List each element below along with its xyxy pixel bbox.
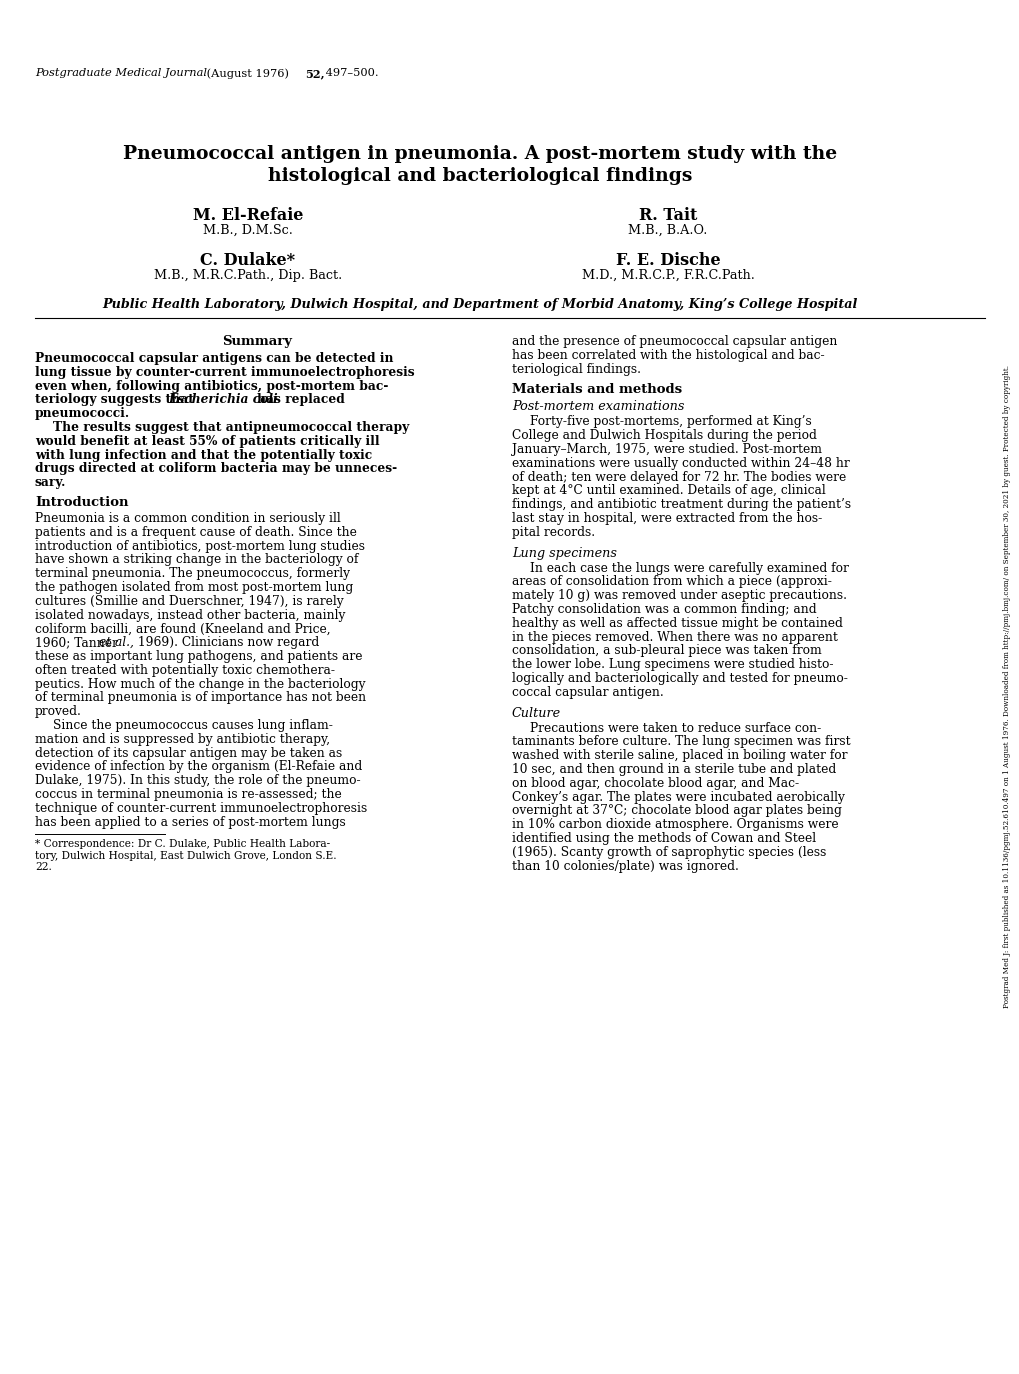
Text: the pathogen isolated from most post-mortem lung: the pathogen isolated from most post-mor… [35, 581, 353, 594]
Text: healthy as well as affected tissue might be contained: healthy as well as affected tissue might… [512, 617, 842, 629]
Text: washed with sterile saline, placed in boiling water for: washed with sterile saline, placed in bo… [512, 749, 847, 763]
Text: with lung infection and that the potentially toxic: with lung infection and that the potenti… [35, 448, 372, 462]
Text: coliform bacilli, are found (Kneeland and Price,: coliform bacilli, are found (Kneeland an… [35, 622, 330, 635]
Text: Pneumococcal antigen in pneumonia. A post-mortem study with the: Pneumococcal antigen in pneumonia. A pos… [123, 146, 837, 164]
Text: of death; ten were delayed for 72 hr. The bodies were: of death; ten were delayed for 72 hr. Th… [512, 471, 846, 484]
Text: C. Dulake*: C. Dulake* [201, 251, 296, 269]
Text: proved.: proved. [35, 705, 82, 719]
Text: coccal capsular antigen.: coccal capsular antigen. [512, 686, 663, 699]
Text: 1969). Clinicians now regard: 1969). Clinicians now regard [133, 636, 319, 649]
Text: detection of its capsular antigen may be taken as: detection of its capsular antigen may be… [35, 746, 342, 760]
Text: M.B., B.A.O.: M.B., B.A.O. [628, 224, 707, 236]
Text: January–March, 1975, were studied. Post-mortem: January–March, 1975, were studied. Post-… [512, 442, 821, 456]
Text: F. E. Dische: F. E. Dische [615, 251, 719, 269]
Text: College and Dulwich Hospitals during the period: College and Dulwich Hospitals during the… [512, 429, 816, 442]
Text: Postgraduate Medical Journal: Postgraduate Medical Journal [35, 67, 207, 78]
Text: teriological findings.: teriological findings. [512, 363, 640, 375]
Text: these as important lung pathogens, and patients are: these as important lung pathogens, and p… [35, 650, 362, 664]
Text: identified using the methods of Cowan and Steel: identified using the methods of Cowan an… [512, 833, 815, 845]
Text: Postgrad Med J: first published as 10.1136/pgmj.52.610.497 on 1 August 1976. Dow: Postgrad Med J: first published as 10.11… [1002, 365, 1010, 1009]
Text: teriology suggests that: teriology suggests that [35, 393, 198, 407]
Text: M. El-Refaie: M. El-Refaie [193, 207, 303, 224]
Text: In each case the lungs were carefully examined for: In each case the lungs were carefully ex… [530, 562, 848, 574]
Text: 52,: 52, [305, 67, 324, 78]
Text: Lung specimens: Lung specimens [512, 547, 616, 559]
Text: pital records.: pital records. [512, 526, 594, 539]
Text: would benefit at least 55% of patients critically ill: would benefit at least 55% of patients c… [35, 434, 379, 448]
Text: cultures (Smillie and Duerschner, 1947), is rarely: cultures (Smillie and Duerschner, 1947),… [35, 595, 343, 607]
Text: The results suggest that antipneumococcal therapy: The results suggest that antipneumococca… [53, 420, 409, 434]
Text: * Correspondence: Dr C. Dulake, Public Health Labora-: * Correspondence: Dr C. Dulake, Public H… [35, 840, 330, 849]
Text: consolidation, a sub-pleural piece was taken from: consolidation, a sub-pleural piece was t… [512, 644, 821, 657]
Text: have shown a striking change in the bacteriology of: have shown a striking change in the bact… [35, 554, 358, 566]
Text: pneumococci.: pneumococci. [35, 407, 130, 420]
Text: (1965). Scanty growth of saprophytic species (less: (1965). Scanty growth of saprophytic spe… [512, 846, 825, 859]
Text: Public Health Laboratory, Dulwich Hospital, and Department of Morbid Anatomy, Ki: Public Health Laboratory, Dulwich Hospit… [102, 298, 857, 311]
Text: often treated with potentially toxic chemothera-: often treated with potentially toxic che… [35, 664, 334, 677]
Text: Precautions were taken to reduce surface con-: Precautions were taken to reduce surface… [530, 721, 820, 735]
Text: findings, and antibiotic treatment during the patient’s: findings, and antibiotic treatment durin… [512, 499, 850, 511]
Text: 10 sec, and then ground in a sterile tube and plated: 10 sec, and then ground in a sterile tub… [512, 763, 836, 776]
Text: Culture: Culture [512, 706, 560, 720]
Text: Materials and methods: Materials and methods [512, 383, 682, 397]
Text: et al.,: et al., [99, 636, 135, 649]
Text: histological and bacteriological findings: histological and bacteriological finding… [268, 168, 692, 185]
Text: than 10 colonies/plate) was ignored.: than 10 colonies/plate) was ignored. [512, 860, 738, 872]
Text: mately 10 g) was removed under aseptic precautions.: mately 10 g) was removed under aseptic p… [512, 589, 846, 602]
Text: and the presence of pneumococcal capsular antigen: and the presence of pneumococcal capsula… [512, 335, 837, 348]
Text: has been applied to a series of post-mortem lungs: has been applied to a series of post-mor… [35, 816, 345, 829]
Text: tory, Dulwich Hospital, East Dulwich Grove, London S.E.: tory, Dulwich Hospital, East Dulwich Gro… [35, 851, 336, 861]
Text: 22.: 22. [35, 863, 52, 872]
Text: isolated nowadays, instead other bacteria, mainly: isolated nowadays, instead other bacteri… [35, 609, 345, 621]
Text: in the pieces removed. When there was no apparent: in the pieces removed. When there was no… [512, 631, 837, 643]
Text: taminants before culture. The lung specimen was first: taminants before culture. The lung speci… [512, 735, 850, 749]
Text: in 10% carbon dioxide atmosphere. Organisms were: in 10% carbon dioxide atmosphere. Organi… [512, 818, 838, 831]
Text: Since the pneumococcus causes lung inflam-: Since the pneumococcus causes lung infla… [53, 719, 332, 732]
Text: Pneumococcal capsular antigens can be detected in: Pneumococcal capsular antigens can be de… [35, 352, 393, 365]
Text: R. Tait: R. Tait [638, 207, 697, 224]
Text: M.D., M.R.C.P., F.R.C.Path.: M.D., M.R.C.P., F.R.C.Path. [581, 269, 754, 282]
Text: Escherichia coli: Escherichia coli [168, 393, 277, 407]
Text: Pneumonia is a common condition in seriously ill: Pneumonia is a common condition in serio… [35, 513, 340, 525]
Text: 497–500.: 497–500. [322, 67, 378, 78]
Text: the lower lobe. Lung specimens were studied histo-: the lower lobe. Lung specimens were stud… [512, 658, 833, 672]
Text: Dulake, 1975). In this study, the role of the pneumo-: Dulake, 1975). In this study, the role o… [35, 774, 361, 787]
Text: patients and is a frequent cause of death. Since the: patients and is a frequent cause of deat… [35, 526, 357, 539]
Text: mation and is suppressed by antibiotic therapy,: mation and is suppressed by antibiotic t… [35, 732, 330, 746]
Text: (August 1976): (August 1976) [203, 67, 292, 78]
Text: M.B., M.R.C.Path., Dip. Bact.: M.B., M.R.C.Path., Dip. Bact. [154, 269, 341, 282]
Text: coccus in terminal pneumonia is re-assessed; the: coccus in terminal pneumonia is re-asses… [35, 789, 341, 801]
Text: peutics. How much of the change in the bacteriology: peutics. How much of the change in the b… [35, 677, 365, 691]
Text: 1960; Tanner: 1960; Tanner [35, 636, 121, 649]
Text: on blood agar, chocolate blood agar, and Mac-: on blood agar, chocolate blood agar, and… [512, 776, 798, 790]
Text: M.B., D.M.Sc.: M.B., D.M.Sc. [203, 224, 292, 236]
Text: Post-mortem examinations: Post-mortem examinations [512, 400, 684, 414]
Text: technique of counter-current immunoelectrophoresis: technique of counter-current immunoelect… [35, 802, 367, 815]
Text: kept at 4°C until examined. Details of age, clinical: kept at 4°C until examined. Details of a… [512, 485, 825, 497]
Text: evidence of infection by the organism (El-Refaie and: evidence of infection by the organism (E… [35, 760, 362, 774]
Text: has replaced: has replaced [257, 393, 344, 407]
Text: last stay in hospital, were extracted from the hos-: last stay in hospital, were extracted fr… [512, 513, 821, 525]
Text: has been correlated with the histological and bac-: has been correlated with the histologica… [512, 349, 823, 361]
Text: sary.: sary. [35, 477, 66, 489]
Text: Patchy consolidation was a common finding; and: Patchy consolidation was a common findin… [512, 603, 816, 616]
Text: drugs directed at coliform bacteria may be unneces-: drugs directed at coliform bacteria may … [35, 463, 396, 475]
Text: lung tissue by counter-current immunoelectrophoresis: lung tissue by counter-current immunoele… [35, 365, 414, 379]
Text: even when, following antibiotics, post-mortem bac-: even when, following antibiotics, post-m… [35, 379, 388, 393]
Text: Forty-five post-mortems, performed at King’s: Forty-five post-mortems, performed at Ki… [530, 415, 811, 429]
Text: introduction of antibiotics, post-mortem lung studies: introduction of antibiotics, post-mortem… [35, 540, 365, 552]
Text: Conkey’s agar. The plates were incubated aerobically: Conkey’s agar. The plates were incubated… [512, 790, 844, 804]
Text: logically and bacteriologically and tested for pneumo-: logically and bacteriologically and test… [512, 672, 847, 686]
Text: of terminal pneumonia is of importance has not been: of terminal pneumonia is of importance h… [35, 691, 366, 705]
Text: examinations were usually conducted within 24–48 hr: examinations were usually conducted with… [512, 456, 849, 470]
Text: Summary: Summary [222, 335, 291, 348]
Text: terminal pneumonia. The pneumococcus, formerly: terminal pneumonia. The pneumococcus, fo… [35, 567, 350, 580]
Text: Introduction: Introduction [35, 496, 128, 508]
Text: overnight at 37°C; chocolate blood agar plates being: overnight at 37°C; chocolate blood agar … [512, 804, 841, 818]
Text: areas of consolidation from which a piece (approxi-: areas of consolidation from which a piec… [512, 576, 832, 588]
